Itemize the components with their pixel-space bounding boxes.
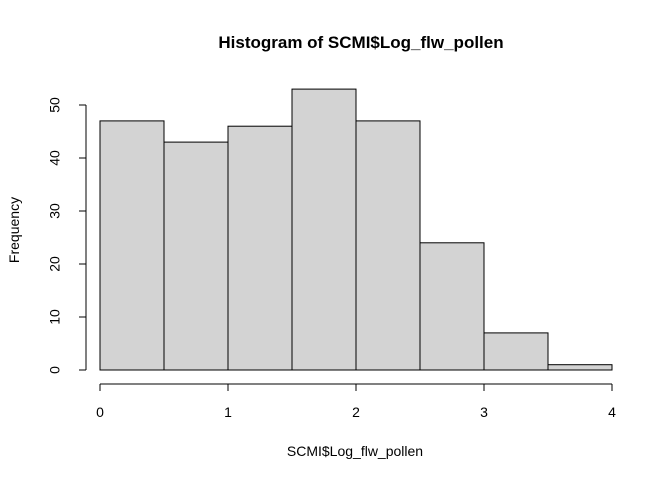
y-tick-label-5: 50: [47, 97, 63, 113]
y-tick-label-2: 20: [47, 256, 63, 272]
chart-title: Histogram of SCMI$Log_flw_pollen: [218, 33, 503, 52]
y-axis-label: Frequency: [6, 197, 22, 263]
bars-group: [99, 88, 613, 371]
x-axis-label: SCMI$Log_flw_pollen: [287, 443, 423, 459]
x-tick-label-4: 4: [608, 404, 616, 420]
y-tick-label-3: 30: [47, 203, 63, 219]
x-tick-label-0: 0: [96, 404, 104, 420]
x-tick-label-2: 2: [352, 404, 360, 420]
histogram-bar-1: [163, 141, 229, 371]
x-tick-label-1: 1: [224, 404, 232, 420]
histogram-bar-3: [291, 88, 357, 371]
x-axis: 0 1 2 3 4: [96, 383, 616, 420]
y-tick-label-4: 40: [47, 150, 63, 166]
histogram-bar-0: [99, 120, 165, 371]
y-axis: 0 10 20 30 40 50: [47, 97, 87, 374]
y-tick-label-0: 0: [47, 366, 63, 374]
histogram-bar-6: [483, 332, 549, 371]
histogram-bar-4: [355, 120, 421, 371]
y-tick-label-1: 10: [47, 309, 63, 325]
x-tick-label-3: 3: [480, 404, 488, 420]
histogram-bar-2: [227, 125, 293, 371]
histogram-bar-7: [547, 364, 613, 371]
histogram-bar-5: [419, 242, 485, 371]
